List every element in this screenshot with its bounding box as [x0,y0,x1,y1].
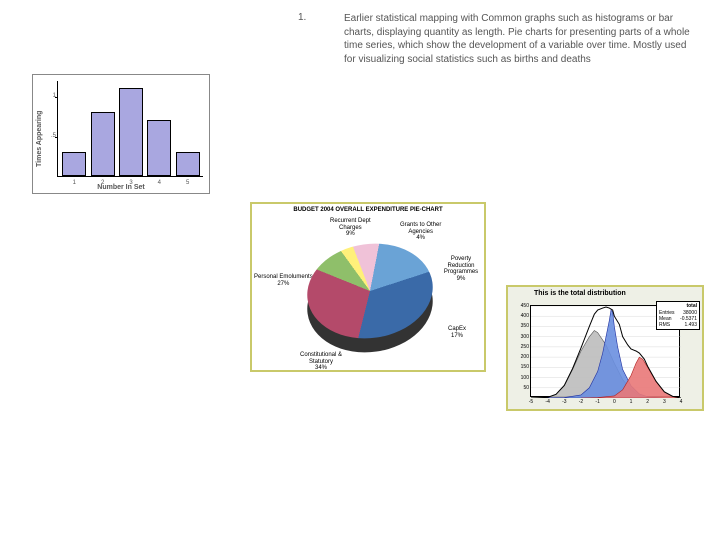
list-number: 1. [298,12,306,23]
histogram-chart: Times Appearing 12345.51 Number In Set [32,74,210,194]
timeseries-title: This is the total distribution [534,290,626,297]
pie-slice-label: Personal Emoluments27% [254,274,313,287]
timeseries-xtick: 3 [659,399,669,405]
timeseries-chart: This is the total distribution 50 100 150 2… [506,285,704,411]
timeseries-ytick: 50 [515,385,529,391]
timeseries-ytick: 300 [515,334,529,340]
timeseries-ytick: 350 [515,323,529,329]
histogram-plot-area: 12345.51 [57,81,203,177]
histogram-bar [91,112,115,176]
timeseries-ytick: 150 [515,364,529,370]
pie-chart: BUDGET 2004 OVERALL EXPENDITURE PIE-CHAR… [250,202,486,372]
histogram-bar [176,152,200,176]
pie-slice-label: CapEx17% [448,326,466,339]
timeseries-xtick: 2 [643,399,653,405]
pie-slice-label: Grants to OtherAgencies4% [400,222,441,242]
timeseries-xtick: -5 [526,399,536,405]
timeseries-ytick: 250 [515,344,529,350]
histogram-ytick: 1 [48,93,56,99]
timeseries-xtick: 0 [609,399,619,405]
histogram-ytick: .5 [48,133,56,139]
timeseries-xtick: 1 [626,399,636,405]
legend-head: total [659,303,697,310]
timeseries-xtick: 4 [676,399,686,405]
timeseries-xtick: -3 [559,399,569,405]
legend-row: RMS1.493 [659,322,697,328]
histogram-bar [119,88,143,176]
description-paragraph: Earlier statistical mapping with Common … [344,12,696,66]
timeseries-legend: total Entries38000Mean-0.5371RMS1.493 [656,301,700,330]
timeseries-ytick: 400 [515,313,529,319]
timeseries-xtick: -1 [593,399,603,405]
timeseries-ytick: 450 [515,303,529,309]
timeseries-xtick: -4 [543,399,553,405]
pie-slice-label: Poverty ReductionProgrammes9% [438,256,484,282]
timeseries-xtick: -2 [576,399,586,405]
histogram-xlabel: Number In Set [33,184,209,191]
pie-wrap [307,244,433,354]
pie-slice-label: Constitutional &Statutory34% [300,352,342,372]
histogram-bar [62,152,86,176]
timeseries-ytick: 100 [515,375,529,381]
histogram-ylabel: Times Appearing [36,111,43,167]
pie-title: BUDGET 2004 OVERALL EXPENDITURE PIE-CHAR… [252,204,484,213]
histogram-bar [147,120,171,176]
timeseries-ytick: 200 [515,354,529,360]
pie-slice-label: Recurrent DeptCharges9% [330,218,371,238]
